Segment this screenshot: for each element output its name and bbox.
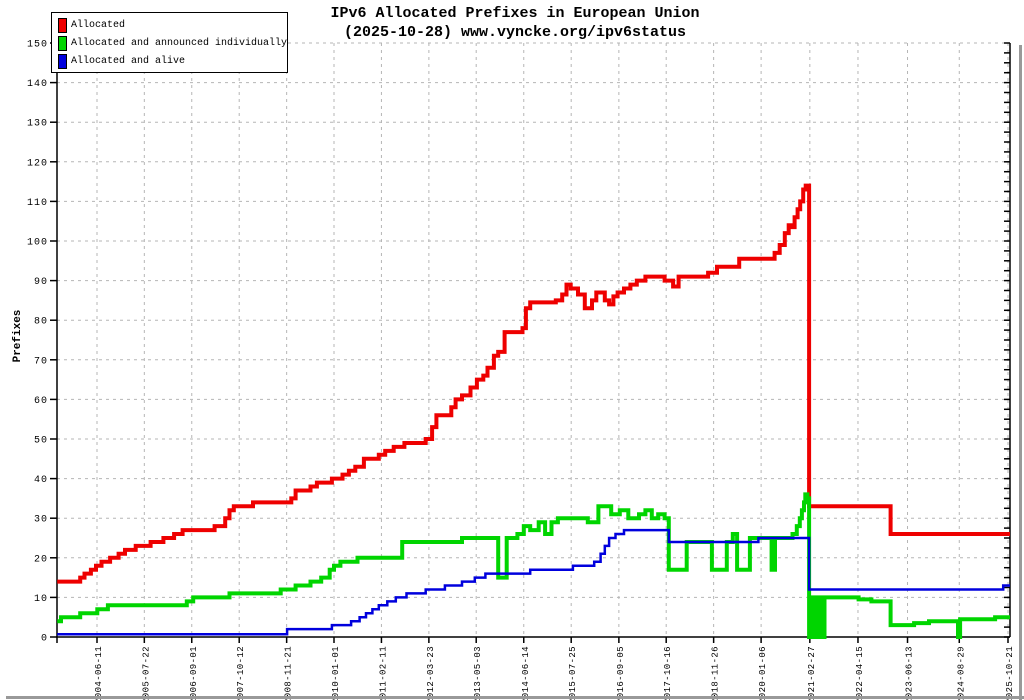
x-tick-label: 2020-01-06 xyxy=(758,646,768,700)
y-tick-label: 130 xyxy=(27,119,48,130)
x-tick-label: 2008-11-21 xyxy=(284,646,294,700)
gridlines xyxy=(57,42,1010,637)
legend-label: Allocated and alive xyxy=(71,55,186,67)
legend-label: Allocated xyxy=(71,19,126,31)
x-tick-label: 2007-10-12 xyxy=(236,646,246,700)
x-tick-label: 2024-08-29 xyxy=(956,646,966,700)
legend-item-alive: Allocated and alive xyxy=(52,52,287,70)
x-tick-label: 2011-02-11 xyxy=(378,646,388,700)
series-line-allocated-and-alive xyxy=(57,528,1010,636)
y-tick-label: 0 xyxy=(41,634,48,645)
y-tick-label: 30 xyxy=(34,515,48,526)
y-axis-title: Prefixes xyxy=(12,309,24,363)
x-tick-label: 2004-06-11 xyxy=(94,646,104,700)
y-tick-label: 10 xyxy=(34,594,48,605)
y-tick-label: 110 xyxy=(27,198,48,209)
x-tick-label: 2025-10-21 xyxy=(1005,646,1015,700)
y-tick-label: 140 xyxy=(27,79,48,90)
axes xyxy=(56,25,1011,638)
x-tick-label: 2013-05-03 xyxy=(473,646,483,700)
tick-marks xyxy=(50,42,1010,643)
x-tick-label: 2014-06-14 xyxy=(521,646,531,700)
x-tick-label: 2015-07-25 xyxy=(568,646,578,700)
x-tick-label: 2017-10-16 xyxy=(663,646,673,700)
series-line-allocated-and-announced-individually xyxy=(57,492,1010,639)
y-tick-label: 150 xyxy=(27,40,48,51)
legend-box: Allocated Allocated and announced indivi… xyxy=(51,12,288,73)
legend-swatch-announced xyxy=(58,35,67,51)
chart-subtitle: (2025-10-28) www.vyncke.org/ipv6status xyxy=(343,24,687,41)
window-shadow-bottom xyxy=(6,696,1024,699)
x-tick-label: 2022-04-15 xyxy=(855,646,865,700)
series-line-allocated xyxy=(57,183,1010,584)
chart-title: IPv6 Allocated Prefixes in European Unio… xyxy=(330,5,700,22)
y-tick-label: 80 xyxy=(34,317,48,328)
legend-swatch-alive xyxy=(58,53,67,69)
legend-swatch-allocated xyxy=(58,17,67,33)
y-tick-label: 20 xyxy=(34,554,48,565)
y-tick-label: 70 xyxy=(34,356,48,367)
window-shadow-right xyxy=(1019,45,1022,700)
x-tick-label: 2010-01-01 xyxy=(331,646,341,700)
x-tick-label: 2021-02-27 xyxy=(807,646,817,700)
x-tick-label: 2018-11-26 xyxy=(711,646,721,700)
x-tick-label: 2012-03-23 xyxy=(426,646,436,700)
x-tick-label: 2023-06-13 xyxy=(905,646,915,700)
y-tick-label: 50 xyxy=(34,436,48,447)
legend-item-announced: Allocated and announced individually xyxy=(52,34,287,52)
legend-label: Allocated and announced individually xyxy=(71,37,288,49)
y-tick-labels: 0 10 20 30 40 50 60 70 80 90 100 110 120 130 140 150 xyxy=(27,40,48,645)
x-tick-labels: 2004-06-11 2005-07-22 2006-09-01 2007-10-12… xyxy=(94,646,1015,700)
y-tick-label: 60 xyxy=(34,396,48,407)
legend-item-allocated: Allocated xyxy=(52,16,287,34)
x-tick-label: 2006-09-01 xyxy=(189,646,199,700)
x-tick-label: 2005-07-22 xyxy=(141,646,151,700)
y-tick-label: 100 xyxy=(27,238,48,249)
y-tick-label: 40 xyxy=(34,475,48,486)
x-tick-label: 2016-09-05 xyxy=(616,646,626,700)
y-tick-label: 90 xyxy=(34,277,48,288)
y-tick-label: 120 xyxy=(27,158,48,169)
